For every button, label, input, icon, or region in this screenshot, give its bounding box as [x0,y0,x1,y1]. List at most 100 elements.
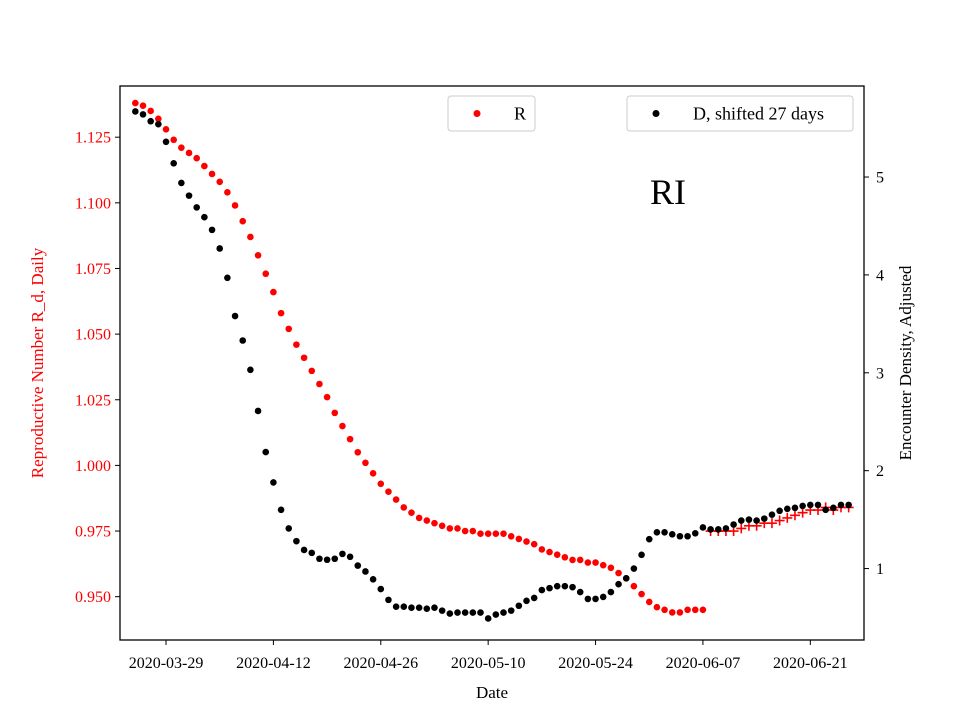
data-point [193,154,201,162]
data-point [538,586,546,594]
data-point [369,469,377,477]
data-point [530,594,538,602]
data-point [162,126,170,133]
data-point [569,556,576,564]
data-point [661,529,668,536]
data-point [814,501,822,509]
data-point [477,530,484,537]
data-point [830,504,837,512]
data-point [178,144,185,152]
y-right-tick-label: 3 [876,365,884,382]
data-point [599,561,607,569]
data-point [576,588,584,596]
data-point [789,510,800,521]
data-point [254,407,262,415]
data-point [193,204,201,211]
data-point [400,603,408,611]
data-point [615,580,622,588]
y-axis-left-title: Reproductive Number R_d, Daily [28,247,47,478]
data-point [791,504,799,512]
data-point [239,217,247,225]
x-axis: 2020-03-29 2020-04-12 2020-04-26 2020-05-10… [129,640,848,672]
legend-r-label: R [514,104,526,124]
data-point [438,522,446,530]
data-point [722,525,730,532]
data-point [185,192,193,199]
data-point [408,604,415,611]
data-point [599,593,607,601]
data-point [415,514,423,522]
data-point [293,341,300,348]
y-axis-right-title: Encounter Density, Adjusted [896,265,915,460]
data-point [354,562,362,569]
data-point [277,506,285,514]
data-point [507,607,515,614]
data-point [461,527,469,535]
data-point [676,532,684,540]
data-point [684,606,691,614]
data-point [523,597,530,605]
y-right-tick-label: 1 [876,561,884,578]
data-point [170,160,177,167]
data-point [776,507,783,515]
data-point [308,367,316,375]
data-point [461,609,469,616]
data-point [736,523,747,534]
y-left-tick-label: 0.975 [75,524,111,541]
data-point [231,312,239,320]
data-point [139,111,147,118]
data-point [668,609,676,616]
data-point [454,525,461,532]
data-point [766,518,777,529]
data-point [201,213,208,221]
data-point [691,530,699,537]
data-point [469,527,477,535]
x-tick-label: 2020-05-10 [451,655,526,672]
data-point [569,583,576,591]
x-tick-label: 2020-05-24 [558,655,633,672]
data-point [477,609,484,616]
data-point [254,252,262,259]
legend-d-marker [652,110,660,117]
data-point [147,117,154,125]
data-point [546,548,553,556]
data-point [730,521,737,528]
data-point [277,309,285,317]
data-point [369,576,377,583]
legend-d-label: D, shifted 27 days [693,104,824,124]
data-point [653,529,661,536]
y-left-tick-label: 1.000 [75,458,111,475]
x-tick-label: 2020-04-26 [343,655,418,672]
data-point [170,136,177,144]
data-point [323,393,331,401]
data-point [668,530,676,538]
data-point [392,603,400,611]
data-point [576,556,584,564]
data-point [446,610,454,617]
data-point [645,535,653,543]
legend-r: R [447,95,536,132]
data-point [147,107,154,115]
data-point [239,337,247,344]
data-point [714,526,722,533]
data-point [845,501,852,509]
data-point [454,609,461,616]
data-point [774,515,785,526]
y-axis-left: 0.950 0.975 1.000 1.025 1.050 1.075 1.100 1.125 [75,130,120,606]
data-point [676,609,684,616]
data-point [807,501,814,509]
data-point [208,226,216,234]
data-point [377,480,385,488]
x-tick-label: 2020-03-29 [129,655,204,672]
data-point [262,270,270,278]
data-point [423,517,431,524]
y-right-tick-label: 2 [876,463,884,480]
data-point [308,549,316,557]
data-point [630,565,638,572]
data-point [323,556,331,564]
data-point [507,532,515,540]
data-point [446,525,454,532]
y-left-tick-label: 1.025 [75,392,111,409]
data-point [699,606,707,614]
data-point [691,606,699,614]
